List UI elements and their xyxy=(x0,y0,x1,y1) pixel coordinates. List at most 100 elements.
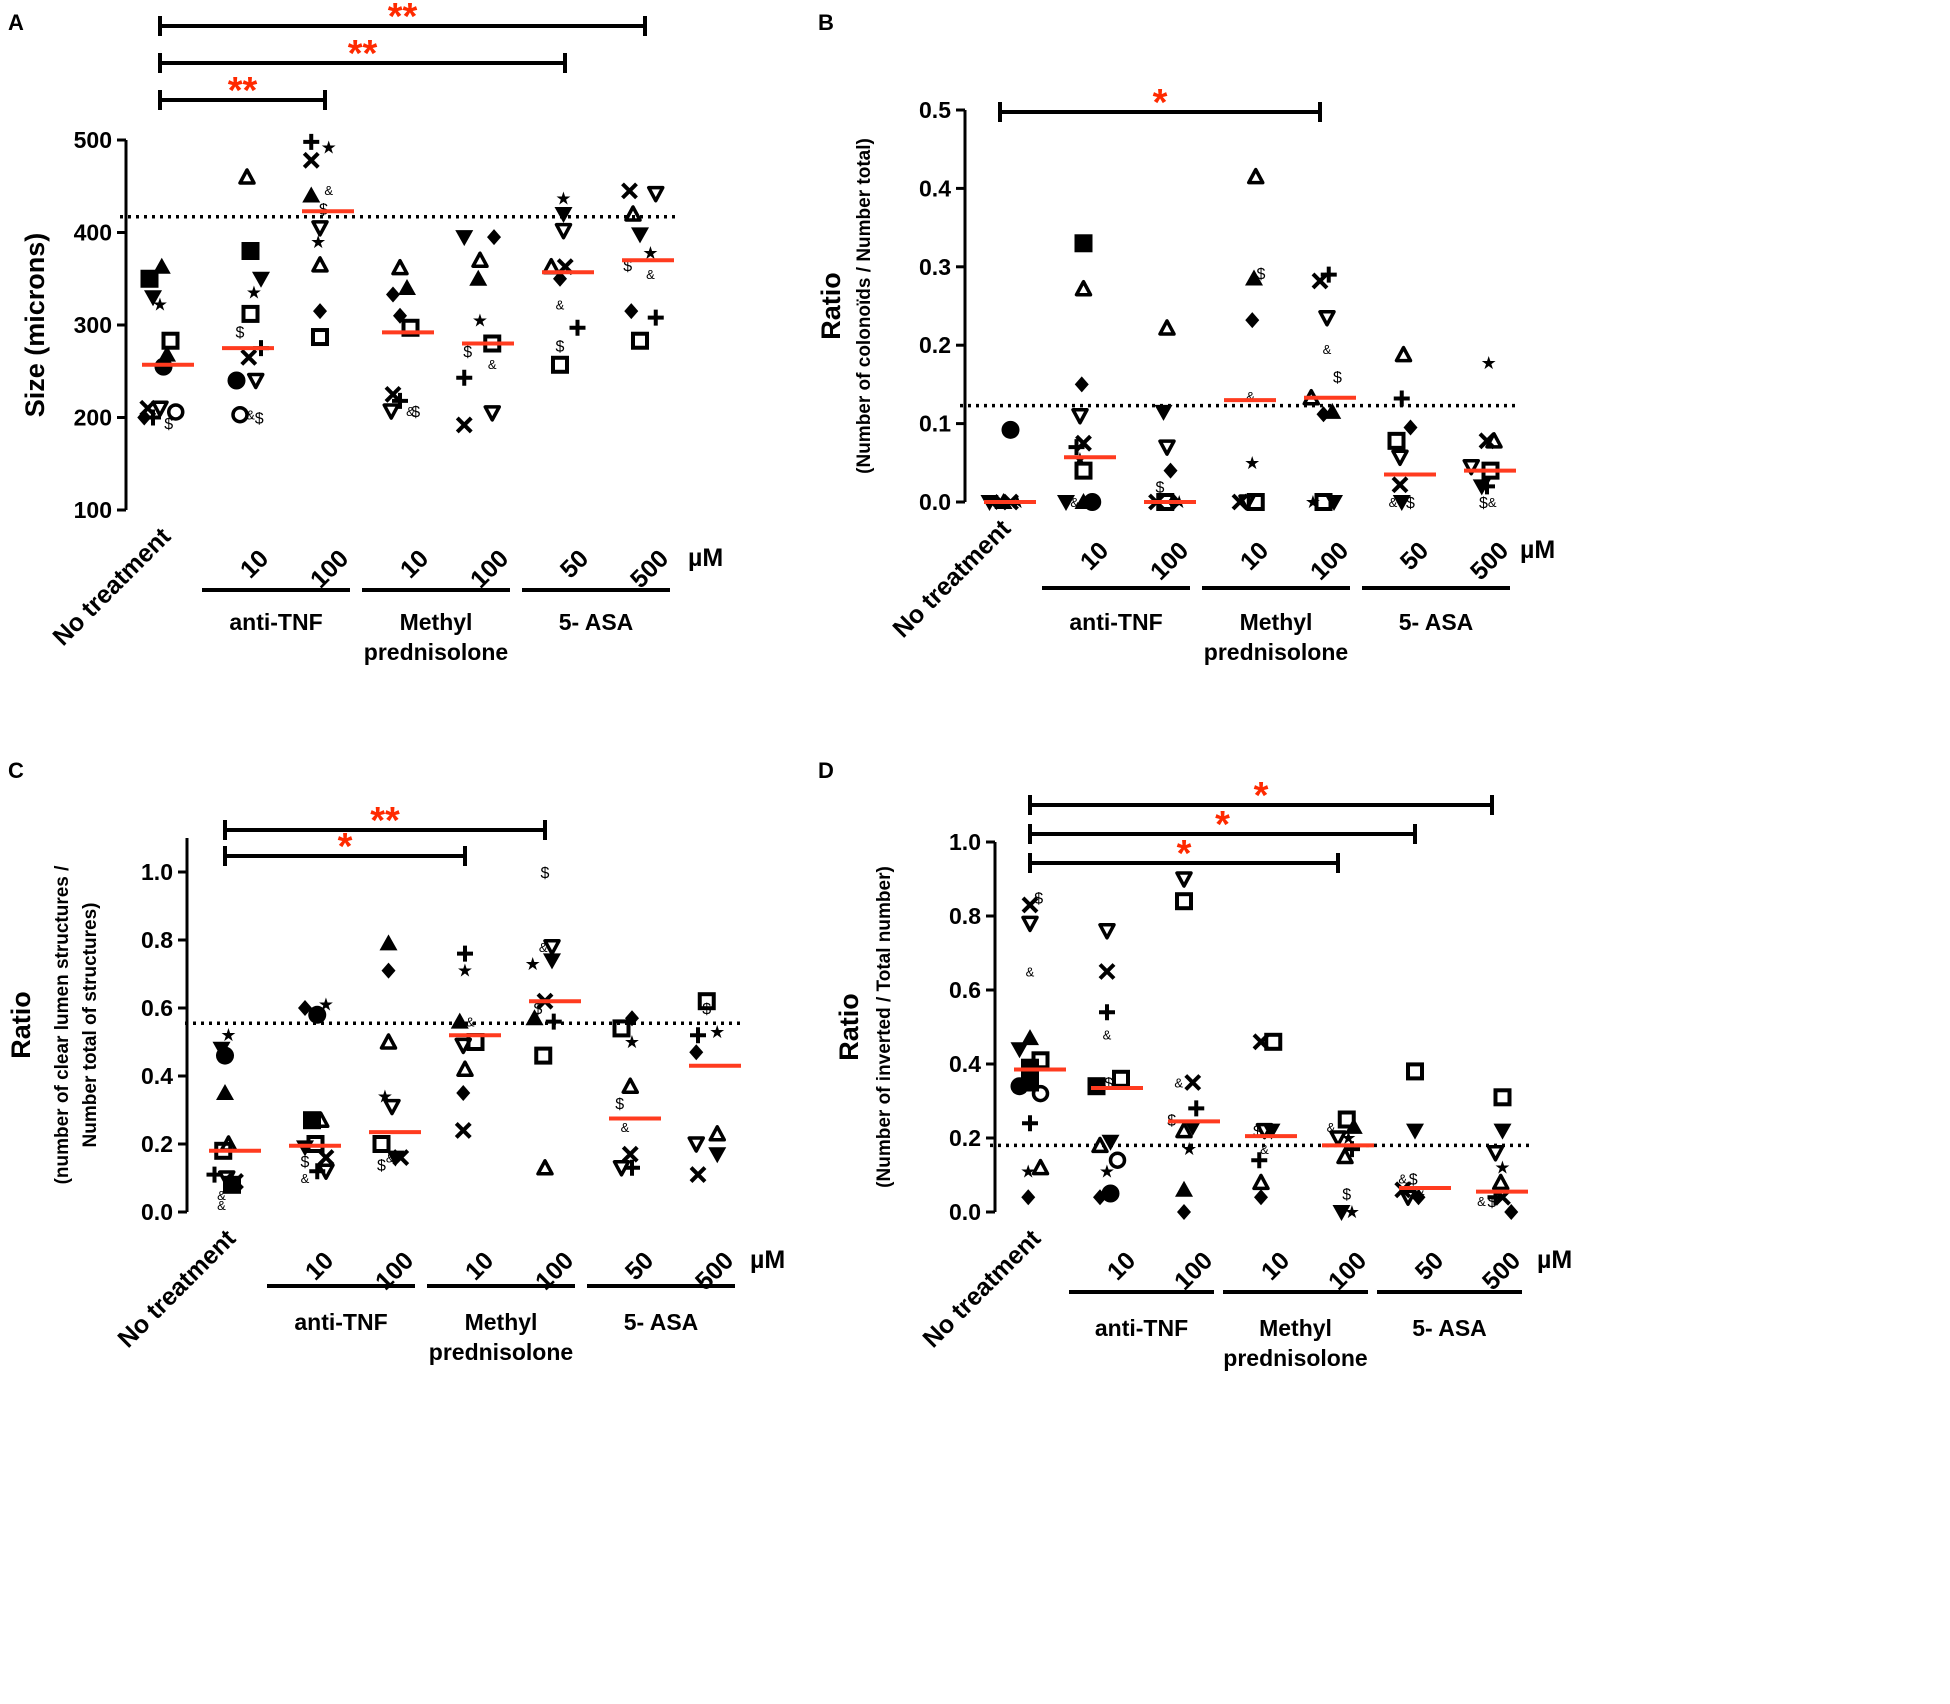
triangle-down-filled-marker xyxy=(1262,1123,1281,1140)
triangle-up-filled-marker xyxy=(398,279,416,295)
significance-stars: * xyxy=(1215,804,1230,846)
star-marker: ★ xyxy=(1099,1161,1115,1181)
triangle-up-open-marker xyxy=(379,1033,398,1050)
ampersand-marker: & xyxy=(324,183,333,198)
triangle-up-filled-marker xyxy=(216,1084,234,1100)
dollar-marker: $ xyxy=(623,258,632,275)
square-open-marker xyxy=(1264,1032,1283,1051)
star-marker: ★ xyxy=(624,1032,640,1052)
triangle-down-open-marker xyxy=(1175,871,1193,888)
significance-bracket xyxy=(223,820,547,840)
square-filled-marker xyxy=(140,269,159,288)
triangle-up-filled-marker xyxy=(1021,1029,1039,1046)
circle-open-marker xyxy=(1108,1151,1127,1169)
triangle-down-filled-marker xyxy=(144,290,162,307)
circle-filled-marker xyxy=(216,1046,234,1065)
dollar-marker: $ xyxy=(463,344,472,361)
triangle-up-filled-marker xyxy=(1344,1117,1363,1134)
triangle-down-filled-marker xyxy=(1392,495,1411,511)
triangle-down-filled-marker xyxy=(554,207,573,223)
x-tick-label: 100 xyxy=(305,544,354,593)
dollar-marker: $ xyxy=(236,324,245,341)
plus-marker xyxy=(456,369,473,386)
significance-bracket xyxy=(1028,824,1417,844)
cross-marker xyxy=(621,182,638,200)
x-tick-label: 10 xyxy=(1235,536,1274,575)
plus-marker xyxy=(1479,478,1495,495)
triangle-down-open-marker xyxy=(483,405,501,422)
triangle-up-filled-marker xyxy=(379,934,398,951)
dollar-marker: $ xyxy=(615,1096,624,1113)
square-open-marker xyxy=(1074,461,1093,480)
group-label: anti-TNF xyxy=(1095,1315,1188,1341)
triangle-up-filled-marker xyxy=(450,1012,469,1029)
square-open-marker xyxy=(1493,1088,1512,1107)
y-tick-label: 0.8 xyxy=(949,903,981,929)
triangle-down-open-marker xyxy=(1462,458,1480,476)
significance-stars: * xyxy=(338,826,353,868)
group-label: anti-TNF xyxy=(294,1309,387,1335)
group-label-line2: prednisolone xyxy=(1204,639,1348,665)
diamond-marker xyxy=(1504,1204,1519,1220)
ampersand-marker: & xyxy=(217,1198,226,1213)
dollar-marker: $ xyxy=(1406,495,1415,512)
plus-marker xyxy=(1188,1100,1205,1117)
triangle-down-open-marker xyxy=(317,1163,335,1180)
y-tick-label: 0.6 xyxy=(141,995,173,1021)
triangle-down-open-marker xyxy=(151,400,169,417)
diamond-marker xyxy=(313,303,327,320)
plus-marker xyxy=(545,1013,562,1030)
triangle-down-filled-marker xyxy=(1010,1042,1029,1059)
triangle-up-open-marker xyxy=(1492,1173,1510,1191)
diamond-marker xyxy=(1403,419,1418,436)
circle-filled-marker xyxy=(1101,1184,1120,1203)
triangle-down-open-marker xyxy=(1318,310,1336,327)
diamond-marker xyxy=(1254,1189,1268,1206)
triangle-up-filled-marker xyxy=(1175,1180,1193,1197)
triangle-down-filled-marker xyxy=(1057,495,1075,511)
dollar-marker: $ xyxy=(1479,495,1488,512)
ampersand-marker: & xyxy=(556,298,565,313)
significance-bracket xyxy=(158,90,327,110)
y-axis-label: Ratio xyxy=(6,991,36,1059)
diamond-marker xyxy=(624,303,639,320)
star-marker: ★ xyxy=(472,310,488,330)
panel-letter: B xyxy=(818,10,834,35)
y-tick-label: 0.4 xyxy=(919,175,951,201)
triangle-down-open-marker xyxy=(554,222,573,240)
ampersand-marker: & xyxy=(1070,495,1079,510)
x-tick-label: 100 xyxy=(1323,1246,1372,1295)
ampersand-marker: & xyxy=(1416,1183,1425,1198)
circle-filled-marker xyxy=(308,1005,327,1024)
x-tick-label: 100 xyxy=(530,1246,579,1295)
circle-filled-marker xyxy=(227,371,246,390)
panel-b-chart: B 0.0 0.1 0.2 0.3 0.4 0.5 Ratio (Number of colon… xyxy=(816,10,1555,665)
triangle-down-filled-marker xyxy=(708,1147,727,1164)
diamond-marker xyxy=(1163,462,1178,479)
square-open-marker xyxy=(1112,1069,1130,1088)
ampersand-marker: & xyxy=(1389,495,1398,510)
triangle-up-open-marker xyxy=(471,251,489,268)
significance-bracket xyxy=(158,53,567,73)
triangle-down-open-marker xyxy=(1158,439,1176,456)
x-tick-label: 50 xyxy=(555,544,594,583)
panel-letter: A xyxy=(8,10,24,35)
plus-marker xyxy=(303,133,320,150)
triangle-up-open-marker xyxy=(624,205,642,222)
y-tick-label: 0.6 xyxy=(949,977,981,1003)
circle-open-marker xyxy=(167,403,185,421)
y-tick-label: 0.2 xyxy=(949,1125,981,1151)
star-marker: ★ xyxy=(1494,1158,1510,1178)
diamond-marker xyxy=(689,1044,704,1061)
ampersand-marker: & xyxy=(1026,965,1035,980)
y-tick-label: 0.0 xyxy=(919,489,951,515)
x-tick-label: 10 xyxy=(1256,1246,1295,1285)
triangle-up-open-marker xyxy=(536,1159,554,1176)
panel-c-chart: C 0.0 0.2 0.4 0.6 0.8 1.0 Ratio (number of clear… xyxy=(6,758,785,1365)
cross-marker xyxy=(1184,1074,1202,1091)
square-open-marker xyxy=(612,1019,631,1038)
plus-marker xyxy=(1022,1115,1038,1132)
star-marker: ★ xyxy=(310,232,326,252)
y-tick-label: 0.5 xyxy=(919,97,951,123)
